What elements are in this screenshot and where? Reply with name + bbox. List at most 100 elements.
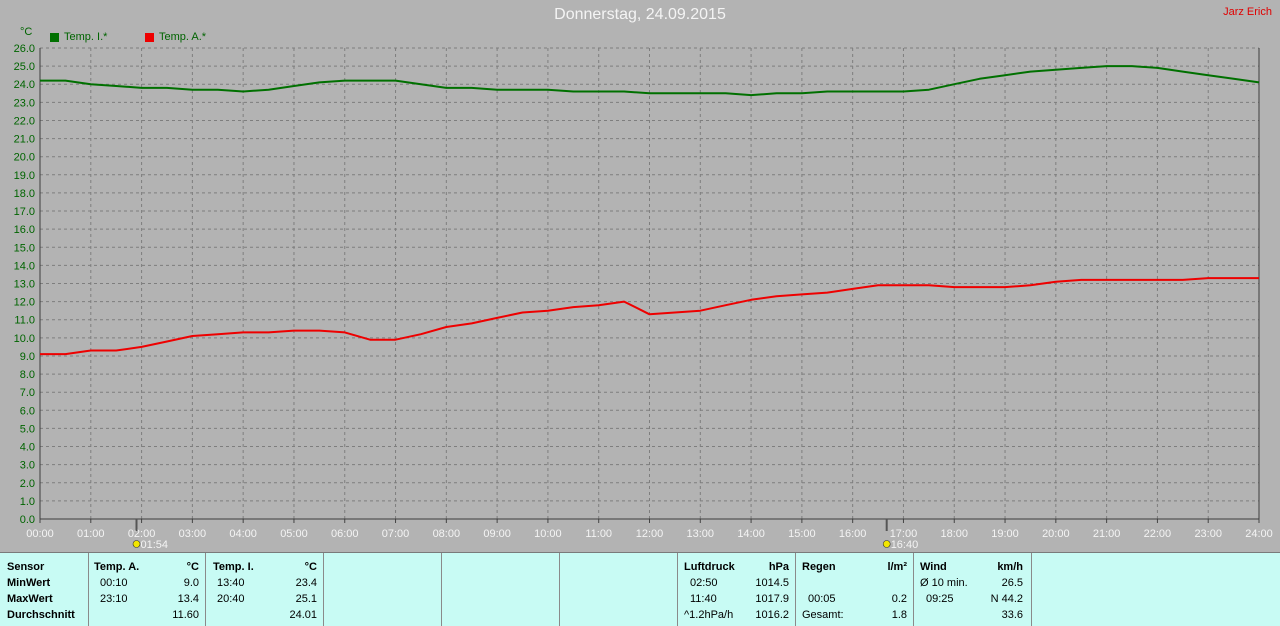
y-tick-label: 10.0 [14,333,35,345]
x-tick-label: 01:00 [77,528,105,540]
stats-empty-3 [560,553,678,626]
x-tick-label: 10:00 [534,528,562,540]
pressure-min-value: 1014.5 [755,577,789,589]
stats-wind: Wind km/h Ø 10 min. 26.5 09:25 N 44.2 33.6 [914,553,1032,626]
series-line-temp-a [40,277,1259,356]
x-tick-label: 21:00 [1093,528,1121,540]
x-tick-label: 22:00 [1144,528,1172,540]
pressure-trend: ^1.2hPa/h [684,609,734,621]
stats-sensor-labels: Sensor MinWert MaxWert Durchschnitt [0,553,89,626]
y-tick-label: 25.0 [14,61,35,73]
x-tick-label: 07:00 [382,528,410,540]
x-tick-label: 23:00 [1194,528,1222,540]
stats-temp-a: Temp. A. °C 00:10 9.0 23:10 13.4 11.60 [89,553,206,626]
stats-empty-2 [442,553,560,626]
x-tick-label: 11:00 [585,528,612,540]
sensor-header: Sensor [7,561,45,573]
x-tick-label: 12:00 [636,528,664,540]
x-tick-label: 04:00 [229,528,257,540]
temp-a-max-value: 13.4 [177,593,199,605]
temp-i-max-time: 20:40 [217,593,245,605]
temperature-chart: 0.0 1.0 2.0 3.0 4.0 5.0 6.0 7.0 8.0 9.0 10.0 11.0 12… [14,43,1273,551]
y-tick-label: 1.0 [20,496,35,508]
stats-pressure: Luftdruck hPa 02:50 1014.5 11:40 1017.9 ^1.… [678,553,796,626]
x-tick-label: 13:00 [687,528,715,540]
rain-value: 0.2 [891,593,907,605]
chart-area: 0.0 1.0 2.0 3.0 4.0 5.0 6.0 7.0 8.0 9.0 10.0 11.0 12… [13,6,1273,551]
legend-swatch-green [50,32,59,42]
min-label: MinWert [7,577,51,589]
rain-time: 00:05 [808,593,836,605]
x-tick-label: 00:00 [26,528,54,540]
legend-label-temp-i: Temp. I.* [64,31,108,43]
y-tick-label: 14.0 [14,260,35,272]
legend-item-temp-i: Temp. I.* [50,31,107,43]
y-tick-label: 24.0 [14,79,35,91]
sunrise-icon [132,540,141,548]
wind-avg-label: Ø 10 min. [920,577,968,589]
y-tick-label: 26.0 [14,43,35,55]
y-tick-label: 5.0 [20,423,35,435]
x-tick-label: 08:00 [433,528,461,540]
x-tick-label: 06:00 [331,528,359,540]
y-tick-label: 15.0 [14,242,35,254]
x-tick-label: 16:00 [839,528,867,540]
pressure-avg-value: 1016.2 [755,609,789,621]
temp-i-max-value: 25.1 [295,593,317,605]
x-tick-label: 20:00 [1042,528,1070,540]
chart-title: Donnerstag, 24.09.2015 [554,6,726,23]
y-tick-label: 12.0 [14,297,35,309]
rain-total-label: Gesamt: [802,609,844,621]
temp-a-max-time: 23:10 [100,593,128,605]
y-tick-label: 2.0 [20,478,35,490]
y-tick-label: 13.0 [14,279,35,291]
y-tick-label: 22.0 [14,115,35,127]
temp-a-header: Temp. A. [94,561,140,573]
pressure-min-time: 02:50 [690,577,718,589]
y-tick-label: 4.0 [20,442,35,454]
time-marker-label: 16:40 [891,539,919,551]
x-tick-label: 02:00 [128,528,156,540]
y-tick-label: 23.0 [14,97,35,109]
temp-i-avg-value: 24.01 [289,609,317,621]
x-tick-label: 19:00 [991,528,1019,540]
temp-i-min-time: 13:40 [217,577,245,589]
x-tick-label: 09:00 [483,528,511,540]
pressure-max-time: 11:40 [690,593,717,605]
pressure-unit: hPa [768,561,789,573]
y-tick-label: 11.0 [14,315,35,327]
rain-unit: l/m² [887,561,907,573]
x-tick-label: 17:00 [890,528,918,540]
y-tick-label: 8.0 [20,369,35,381]
y-tick-label: 0.0 [20,514,35,526]
sunset-icon [882,540,891,548]
stats-empty-1 [324,553,442,626]
temp-a-min-time: 00:10 [100,577,128,589]
y-tick-label: 16.0 [14,224,35,236]
wind-unit: km/h [997,561,1023,573]
legend-label-temp-a: Temp. A.* [159,31,207,43]
temp-a-unit: °C [186,561,199,573]
y-tick-label: 3.0 [20,460,35,472]
author-label: Jarz Erich [1223,6,1272,18]
rain-header: Regen [802,561,836,573]
wind-gust-value: N 44.2 [990,593,1023,605]
y-axis-unit: °C [20,26,33,38]
x-tick-label: 24:00 [1245,528,1273,540]
x-tick-label: 14:00 [737,528,765,540]
temp-a-min-value: 9.0 [183,577,199,589]
y-tick-label: 18.0 [14,188,35,200]
legend-item-temp-a: Temp. A.* [145,31,206,43]
time-marker-label: 01:54 [141,539,169,551]
pressure-header: Luftdruck [684,561,735,573]
x-tick-label: 18:00 [940,528,968,540]
temp-i-unit: °C [304,561,317,573]
wind-gust-time: 09:25 [926,593,954,605]
wind-header: Wind [920,561,947,573]
temp-i-min-value: 23.4 [295,577,317,589]
pressure-max-value: 1017.9 [755,593,789,605]
avg-label: Durchschnitt [7,609,75,621]
x-tick-label: 03:00 [179,528,207,540]
y-tick-label: 20.0 [14,152,35,164]
y-tick-label: 17.0 [14,206,35,218]
